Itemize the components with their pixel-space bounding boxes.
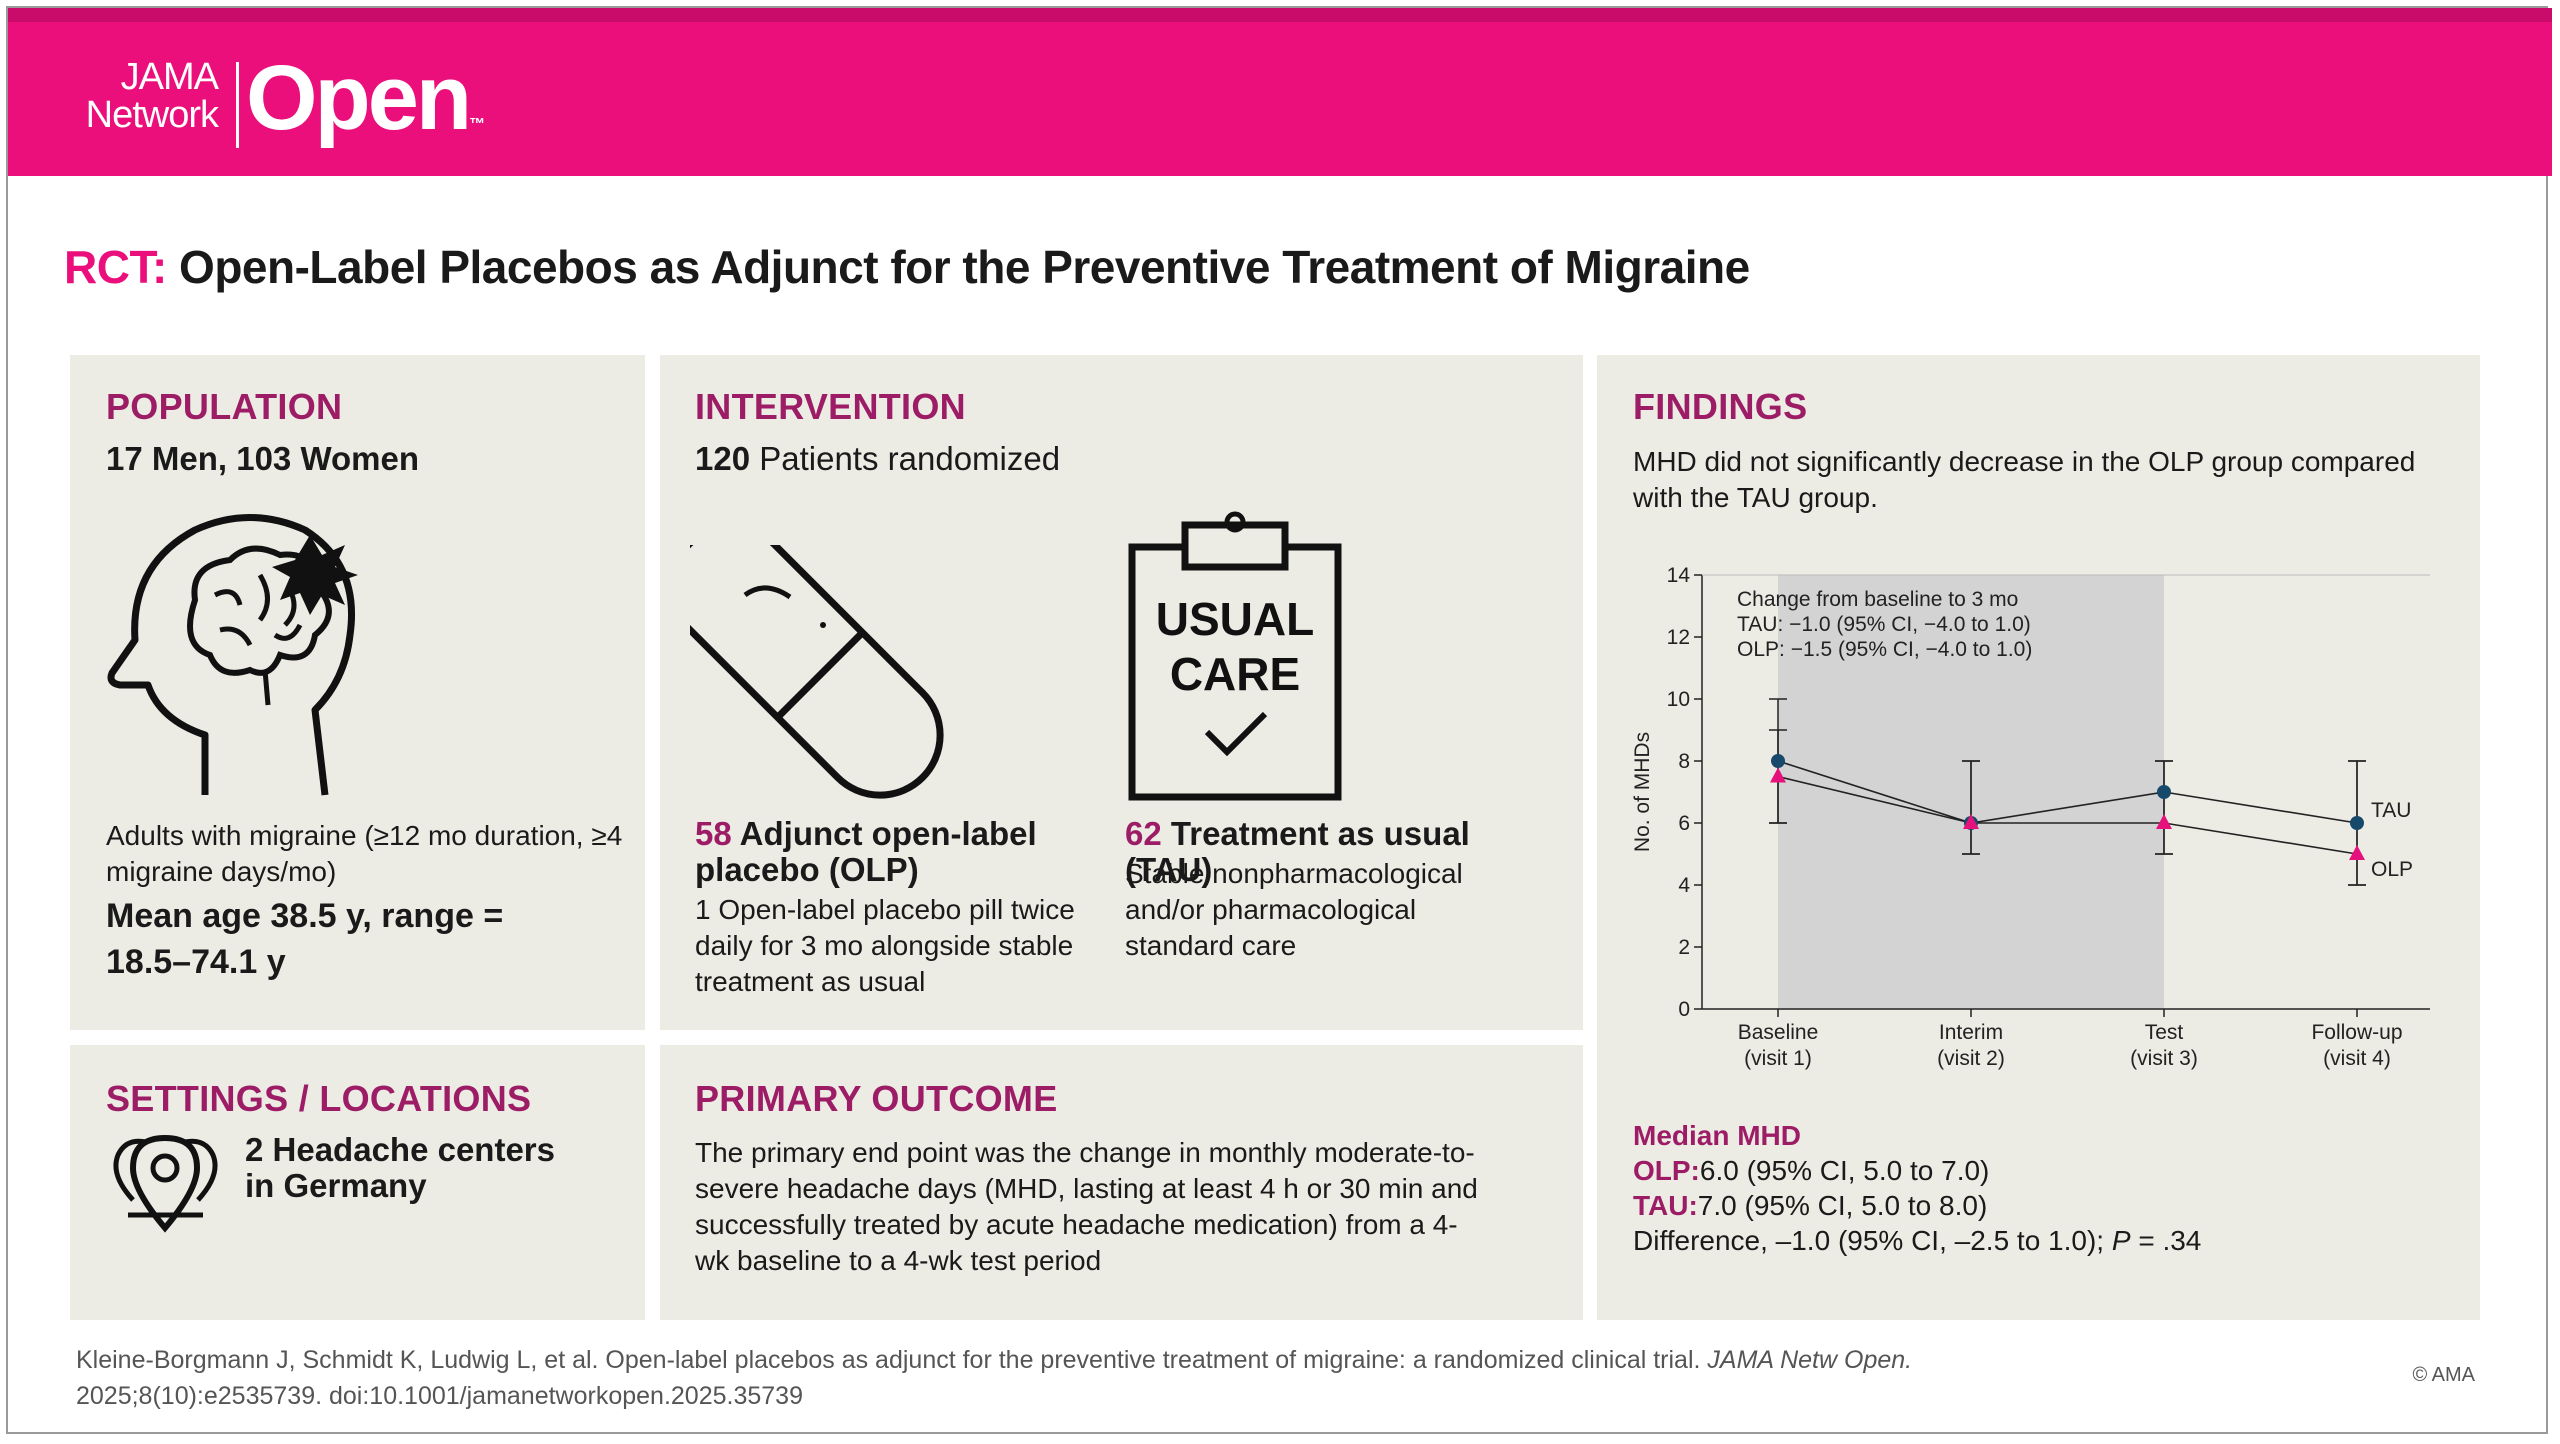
population-panel — [70, 355, 645, 1030]
population-heading: POPULATION — [106, 386, 343, 427]
error-bar — [2155, 760, 2173, 855]
citation-text: Kleine-Borgmann J, Schmidt K, Ludwig L, … — [76, 1346, 1708, 1374]
population-count: 17 Men, 103 Women — [106, 440, 420, 477]
series-line — [1777, 760, 2358, 824]
location-icon — [113, 1134, 218, 1233]
x-tick-label: Test (visit 3) — [2130, 1021, 2198, 1070]
annotation: Change from baseline to 3 mo — [1737, 588, 2018, 611]
y-axis-title: No. of MHDs — [1631, 732, 1654, 852]
y-tick-label: 10 — [1667, 688, 1690, 711]
tau-tag: TAU: — [1633, 1190, 1698, 1221]
difference-text: Difference, –1.0 (95% CI, –2.5 to 1.0); — [1633, 1225, 2112, 1256]
data-point — [1771, 754, 1785, 768]
settings-text: 2 Headache centers in Germany — [245, 1131, 556, 1204]
title-text: Open-Label Placebos as Adjunct for the P… — [179, 241, 1750, 293]
x-tick-label: Follow-up (visit 4) — [2311, 1021, 2402, 1070]
p-label: P — [2111, 1225, 2131, 1256]
population-age: Mean age 38.5 y, range = 18.5–74.1 y — [106, 897, 504, 981]
tau-description: Stable nonpharmacological and/or pharmac… — [1125, 858, 1463, 961]
olp-number: 58 — [695, 815, 732, 852]
icon-text: USUAL — [1156, 593, 1314, 645]
tau-label: 62 Treatment as usual (TAU) — [1125, 816, 1565, 888]
data-point — [2349, 845, 2365, 860]
citation: Kleine-Borgmann J, Schmidt K, Ludwig L, … — [76, 1342, 2076, 1414]
y-tick-label: 6 — [1678, 812, 1690, 835]
difference: Difference, –1.0 (95% CI, –2.5 to 1.0); … — [1633, 1223, 2453, 1258]
y-tick-label: 8 — [1678, 750, 1690, 773]
y-tick-label: 4 — [1678, 874, 1690, 897]
median-olp: OLP:6.0 (95% CI, 5.0 to 7.0) — [1633, 1153, 2453, 1188]
olp-label-text: Adjunct open-label placebo (OLP) — [695, 815, 1037, 888]
head-icon — [107, 514, 358, 796]
olp-tag: OLP: — [1633, 1155, 1700, 1186]
outcome-text: The primary end point was the change in … — [695, 1137, 1478, 1276]
population-description: Adults with migraine (≥12 mo duration, ≥… — [106, 820, 623, 887]
median-tau: TAU:7.0 (95% CI, 5.0 to 8.0) — [1633, 1188, 2453, 1223]
p-text: = .34 — [2130, 1225, 2202, 1256]
annotation: TAU: −1.0 (95% CI, −4.0 to 1.0) — [1737, 613, 2031, 636]
olp-value: 6.0 (95% CI, 5.0 to 7.0) — [1699, 1155, 1990, 1186]
data-point — [2157, 785, 2171, 799]
series-line — [1777, 775, 2358, 855]
intervention-heading: INTERVENTION — [695, 386, 966, 427]
randomized-number: 120 — [695, 440, 751, 477]
olp-description: 1 Open-label placebo pill twice daily fo… — [695, 894, 1075, 997]
title-prefix: RCT: — [64, 241, 167, 293]
citation-journal: JAMA Netw Open. — [1707, 1346, 1913, 1374]
median-block: Median MHD OLP:6.0 (95% CI, 5.0 to 7.0) … — [1633, 1118, 2453, 1258]
clipboard-icon: USUAL CARE — [1128, 511, 1342, 801]
title: RCT: Open-Label Placebos as Adjunct for … — [64, 240, 1750, 294]
logo-top: JAMA — [120, 56, 219, 98]
data-point — [1963, 814, 1979, 829]
data-point — [1770, 767, 1786, 783]
pill-icon — [690, 545, 944, 799]
tau-value: 7.0 (95% CI, 5.0 to 8.0) — [1697, 1190, 1988, 1221]
frame — [6, 6, 2548, 1434]
randomized: 120 Patients randomized — [695, 437, 1060, 481]
logo-bottom: Network — [85, 94, 219, 136]
x-tick-label: Interim (visit 2) — [1937, 1021, 2005, 1070]
icon-text: CARE — [1170, 648, 1300, 700]
logo-divider — [236, 62, 239, 148]
y-tick-label: 2 — [1678, 936, 1690, 959]
series-label: OLP — [2371, 858, 2413, 881]
copyright: © AMA — [2412, 1364, 2475, 1386]
y-tick-label: 14 — [1667, 564, 1691, 587]
logo-main: Open™ — [246, 48, 485, 175]
median-heading: Median MHD — [1633, 1120, 1801, 1151]
citation-end: 2025;8(10):e2535739. doi:10.1001/jamanet… — [76, 1382, 803, 1410]
error-bar — [1962, 760, 1980, 855]
y-tick-label: 12 — [1667, 626, 1690, 649]
intervention-panel — [660, 355, 1583, 1030]
header-bar — [8, 8, 2552, 176]
tau-number: 62 — [1125, 815, 1162, 852]
annotation: OLP: −1.5 (95% CI, −4.0 to 1.0) — [1737, 638, 2032, 661]
olp-label: 58 Adjunct open-label placebo (OLP) — [695, 816, 1055, 888]
findings-heading: FINDINGS — [1633, 386, 1808, 427]
y-tick-label: 0 — [1678, 998, 1690, 1021]
x-tick-label: Baseline (visit 1) — [1738, 1021, 1819, 1070]
logo-open: Open — [246, 47, 472, 149]
findings-summary: MHD did not significantly decrease in th… — [1633, 446, 2416, 513]
tau-label-text: Treatment as usual (TAU) — [1125, 815, 1470, 888]
data-point — [2350, 816, 2364, 830]
data-point — [2156, 814, 2172, 829]
outcome-heading: PRIMARY OUTCOME — [695, 1078, 1058, 1119]
settings-heading: SETTINGS / LOCATIONS — [106, 1078, 532, 1119]
series-label: TAU — [2371, 799, 2411, 822]
randomized-text: Patients randomized — [759, 440, 1061, 477]
outcome-panel — [660, 1045, 1583, 1320]
logo-tm: ™ — [469, 116, 486, 133]
